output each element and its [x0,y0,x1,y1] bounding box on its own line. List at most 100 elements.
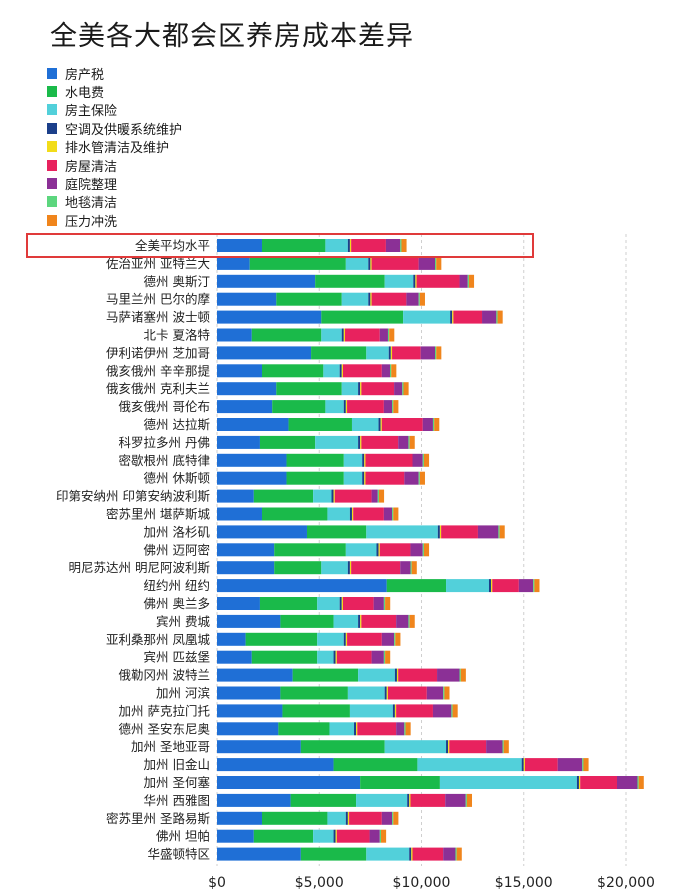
bar-segment [467,274,469,288]
legend: 房产税 水电费 房主保险 空调及供暖系统维护 排水管清洁及维护 房屋清洁 庭院整理 地毯清洁压… [47,64,182,230]
bar-segment [498,525,500,539]
bar-segment [345,256,369,270]
bar-segment [342,597,374,610]
category-label: 加州 圣何塞 [144,775,211,790]
bar-segment [387,328,390,342]
bar-segment [370,292,372,306]
bar-segment [453,310,483,324]
bar-segment [217,400,273,414]
bar-segment [486,740,503,754]
bar-segment [637,776,639,789]
legend-item: 压力冲洗 [47,211,182,230]
bar-segment [371,650,384,664]
bar-segment [341,382,359,396]
bar-segment [217,722,279,736]
category-label: 纽约州 纽约 [144,578,210,593]
bar-segment [347,811,350,825]
bar-segment [315,274,385,288]
bar-segment [468,274,475,288]
bar-segment [403,310,451,324]
bar-segment [452,310,454,324]
bar-segment [345,543,377,557]
bar-segment [380,418,382,431]
bar-segment [386,686,388,700]
bar-segment [311,346,367,360]
bar-segment [217,668,293,682]
bar-segment [371,489,378,503]
legend-item: 房屋清洁 [47,156,182,175]
bar-segment [341,292,369,306]
bar-segment [335,650,337,664]
bar-segment [259,597,318,610]
bar-segment [488,579,492,593]
bar-segment [524,758,558,772]
legend-label: 压力冲洗 [65,214,118,230]
legend-swatch [47,214,57,226]
bar-segment [315,435,359,449]
bar-segment [336,829,370,843]
legend-item: 地毯清洁 [47,193,182,211]
bar-segment [390,346,393,360]
bar-segment [345,400,348,414]
category-label: 马里兰州 巴尔的摩 [106,292,210,307]
bar-segment [331,489,334,503]
bar-segment [401,239,407,252]
bar-segment [276,382,342,396]
bar-segment [410,561,412,575]
bar-segment [383,650,386,664]
bar-segment [261,364,324,378]
bar-segment [317,632,344,646]
category-label: 德州 圣安东尼奥 [119,721,211,736]
bar-segment [333,489,335,503]
category-label: 加州 旧金山 [144,757,210,772]
x-tick-label: $10,000 [393,875,451,891]
bar-segment [327,507,350,521]
bar-segment [384,274,414,288]
category-label: 俄亥俄州 克利夫兰 [106,381,210,396]
bar-segment [432,418,435,431]
bar-segment [347,561,350,575]
bar-segment [377,489,379,503]
bar-segment [383,597,386,610]
bar-segment [466,793,473,807]
bar-segment [217,561,275,575]
bar-segment [349,507,352,521]
bar-segment [333,758,418,772]
bar-segment [443,686,445,700]
bar-segment [366,847,410,861]
bar-segment [217,310,322,324]
bar-segment [383,507,393,521]
bar-segment [217,650,252,664]
category-label: 马萨诸塞州 波士顿 [106,310,210,325]
bar-segment [360,776,440,789]
bar-segment [280,686,348,700]
bar-segment [259,435,316,449]
bar-segment [357,722,397,736]
bar-segment [436,256,442,270]
bar-segment [408,614,410,628]
bar-segment [381,829,387,843]
bar-segment [365,453,413,467]
bar-segment [321,328,342,342]
bar-segment [450,310,453,324]
bar-segment [217,328,252,342]
bar-segment [217,776,361,789]
bar-segment [409,614,415,628]
bar-segment [423,453,430,467]
bar-segment [386,579,447,593]
bar-segment [456,847,462,861]
bar-segment [317,650,334,664]
bar-segment [358,435,361,449]
x-tick-label: $20,000 [597,875,655,891]
bar-segment [217,704,283,718]
category-label: 加州 河滨 [156,686,210,701]
category-label: 佛州 奥兰多 [144,596,210,611]
bar-segment [217,579,387,593]
bar-segment [384,740,447,754]
category-label: 伊利诺伊州 芝加哥 [106,345,210,360]
bar-segment [439,525,442,539]
bar-segment [362,471,365,485]
bar-segment [396,614,409,628]
bar-segment [409,847,412,861]
bar-segment [406,292,419,306]
